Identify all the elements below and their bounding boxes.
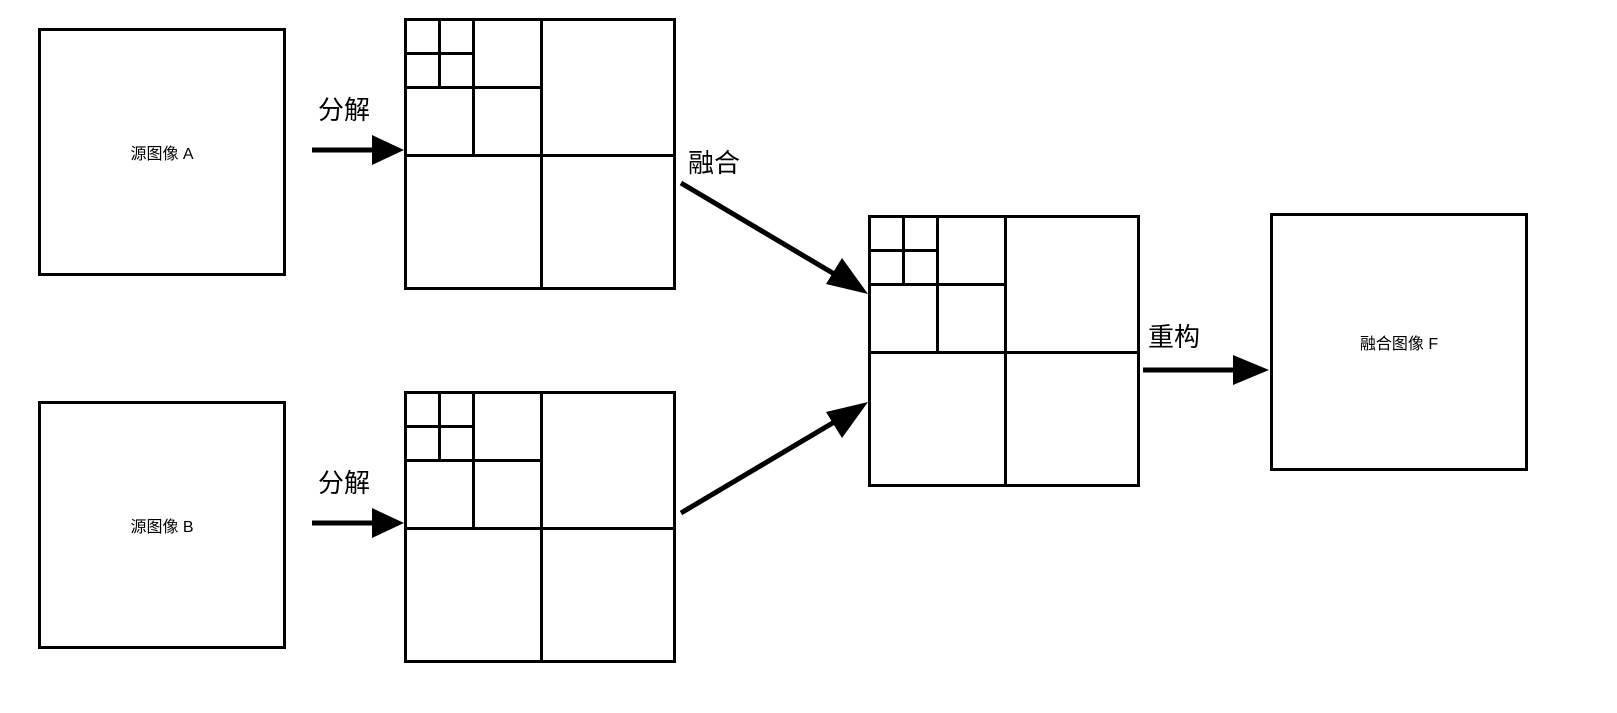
decomp-box-b xyxy=(404,391,676,663)
decomp-b-vline1 xyxy=(540,394,543,660)
fused-decomp-box xyxy=(868,215,1140,487)
arrow-decomp-a-to-fused xyxy=(676,178,872,298)
decomp-b-vline2 xyxy=(472,394,475,527)
arrow-b-to-decomp xyxy=(312,503,404,543)
decomp-a-vline3 xyxy=(438,21,441,86)
decomp-b-vline3 xyxy=(438,394,441,459)
reconstruct-label: 重构 xyxy=(1148,317,1200,354)
decompose-label-b: 分解 xyxy=(318,463,370,500)
source-b-label: 源图像 B xyxy=(130,513,193,537)
decompose-label-a: 分解 xyxy=(318,90,370,127)
result-label: 融合图像 F xyxy=(1360,330,1438,354)
arrow-fused-to-result xyxy=(1143,350,1269,390)
decomp-a-vline1 xyxy=(540,21,543,287)
fused-vline1 xyxy=(1004,218,1007,484)
result-box: 融合图像 F xyxy=(1270,213,1528,471)
fused-vline3 xyxy=(902,218,905,283)
decomp-a-vline2 xyxy=(472,21,475,154)
source-image-a-box: 源图像 A xyxy=(38,28,286,276)
arrow-a-to-decomp xyxy=(312,130,404,170)
arrow-decomp-b-to-fused xyxy=(676,398,872,518)
fuse-label: 融合 xyxy=(688,143,740,180)
decomp-box-a xyxy=(404,18,676,290)
source-a-label: 源图像 A xyxy=(130,140,193,164)
source-image-b-box: 源图像 B xyxy=(38,401,286,649)
fused-vline2 xyxy=(936,218,939,351)
